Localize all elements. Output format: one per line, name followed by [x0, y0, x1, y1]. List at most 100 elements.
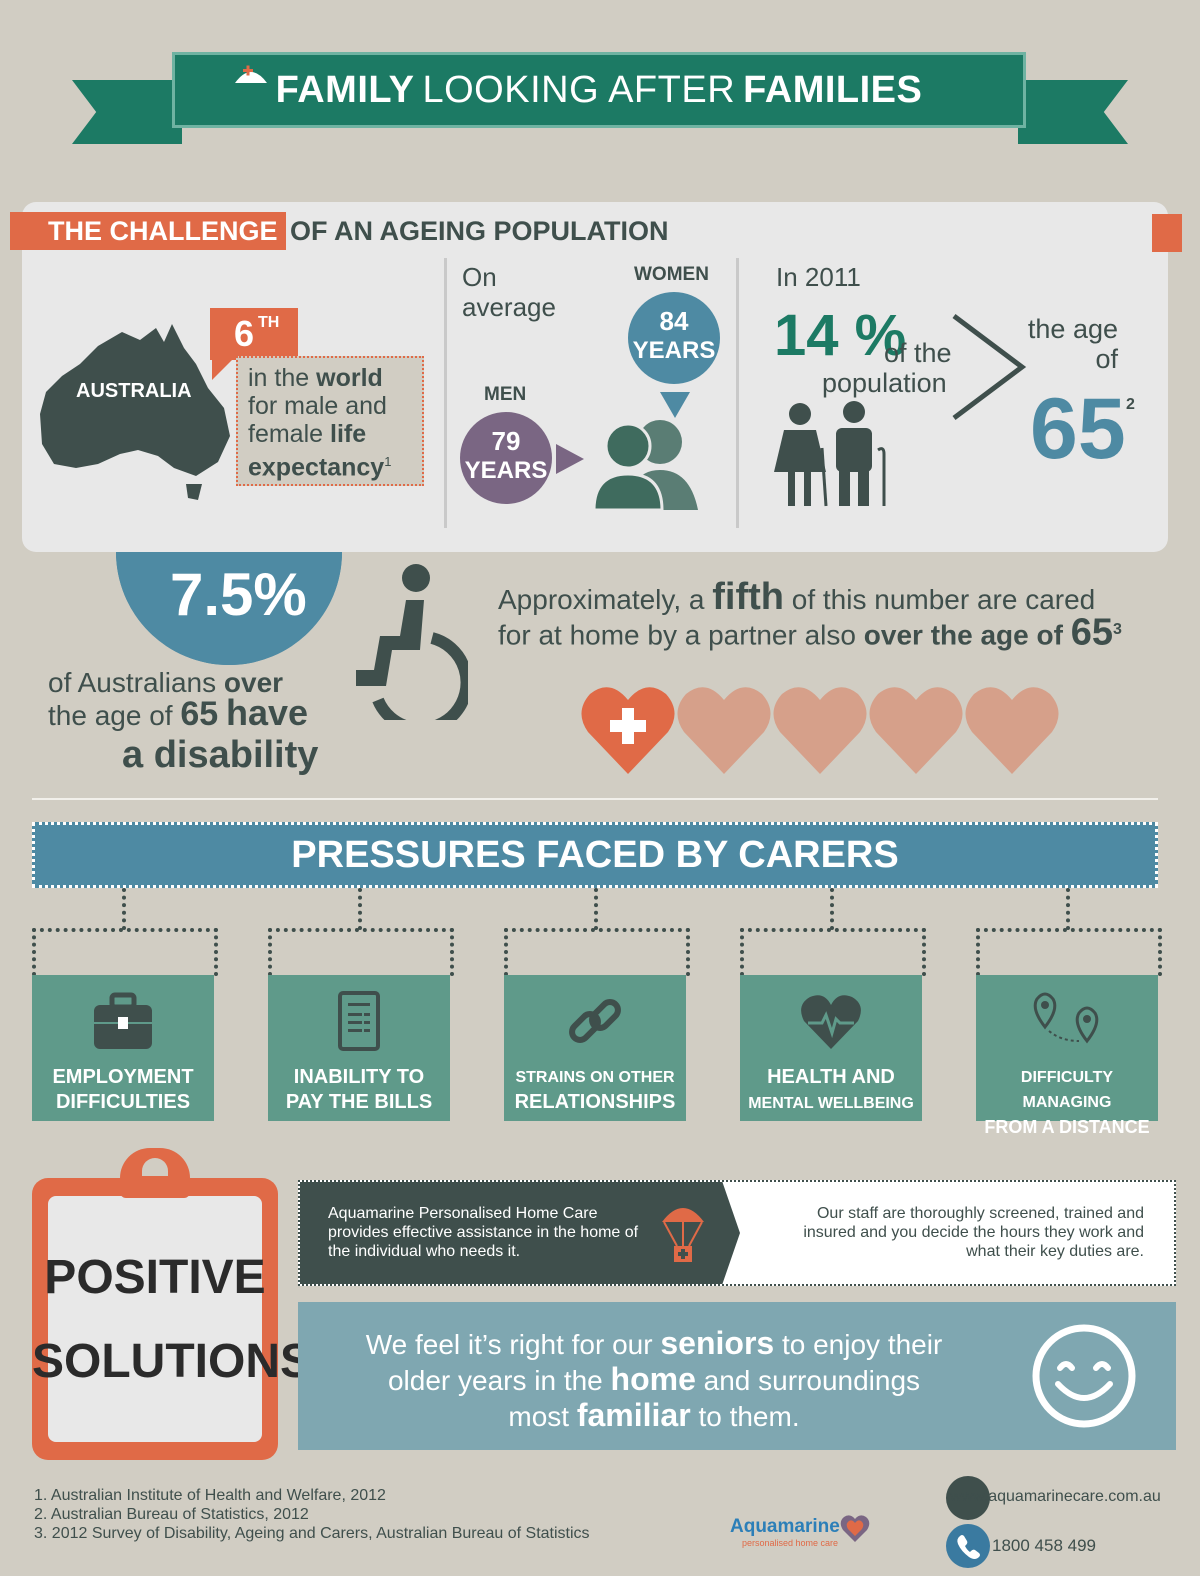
quote-text: and surroundings: [703, 1365, 921, 1396]
greater-than-icon: [952, 314, 1027, 420]
connector-line: [594, 888, 598, 930]
heart-icon: [869, 687, 963, 774]
title-part-1: FAMILY: [275, 68, 415, 111]
pressure-bracket: [32, 928, 218, 976]
disability-text-have: have: [225, 692, 309, 733]
rank-badge: 6 TH: [210, 308, 298, 360]
brand-name: Aquamarine: [730, 1516, 840, 1537]
phone-link[interactable]: 1800 458 499: [946, 1524, 1146, 1568]
quote-text: older years in the: [387, 1365, 603, 1396]
quote-text: We feel it’s right for our: [365, 1329, 653, 1360]
disability-text-line: of Australians: [48, 667, 217, 698]
banner-tail-left: [72, 80, 182, 144]
nurse-cap-icon: [235, 65, 267, 83]
pressures-title: PRESSURES FACED BY CARERS: [32, 822, 1158, 888]
pressure-label: HEALTH AND: [767, 1066, 895, 1088]
solutions-title-1: POSITIVE: [44, 1251, 266, 1304]
fifth-text-line: Approximately, a: [498, 584, 705, 615]
disability-text-line: the age of: [48, 700, 173, 731]
connector-line: [830, 888, 834, 930]
quote-text: to enjoy their: [781, 1329, 943, 1360]
page-title-banner: FAMILY LOOKING AFTER FAMILIES: [172, 52, 1026, 128]
men-label: MEN: [484, 384, 527, 405]
age-value: 65: [1030, 381, 1126, 477]
solutions-left-text: Aquamarine Personalised Home Care provid…: [328, 1205, 639, 1260]
pressure-item-bills: INABILITY TO PAY THE BILLS: [268, 975, 450, 1121]
hearts-row: [581, 687, 1059, 774]
pressure-item-distance: DIFFICULTY MANAGING FROM A DISTANCE: [976, 975, 1158, 1137]
solutions-info-box: [298, 1180, 1176, 1286]
pressure-label: MENTAL WELLBEING: [748, 1095, 914, 1112]
bill-icon: [338, 991, 380, 1051]
pressure-bracket: [740, 928, 926, 976]
quote-home: home: [610, 1361, 696, 1397]
women-age-number: 84: [659, 306, 689, 336]
pressure-label: INABILITY TO: [293, 1066, 425, 1088]
rank-text-expectancy: expectancy: [248, 453, 385, 482]
rank-text: in the: [248, 364, 310, 392]
fifth-text-line: for at home by a partner also: [498, 619, 856, 651]
rank-number: 6: [234, 313, 255, 354]
source-item: 2. Australian Bureau of Statistics, 2012: [34, 1506, 309, 1523]
challenge-flag-right: [1152, 214, 1182, 252]
population-percent: 14 %: [774, 303, 907, 368]
solutions-quote: We feel it’s right for our seniors to en…: [318, 1326, 990, 1434]
women-pointer: [660, 392, 690, 418]
pressure-item-relationships: STRAINS ON OTHER RELATIONSHIPS: [504, 975, 686, 1121]
brand-tagline: personalised home care: [742, 1538, 839, 1548]
challenge-heading-rest: OF AN AGEING POPULATION: [290, 216, 669, 246]
phone-icon-bg: [946, 1524, 990, 1568]
phone-number: 1800 458 499: [992, 1536, 1096, 1555]
on-average-line: average: [462, 292, 556, 322]
quote-seniors: seniors: [660, 1325, 775, 1361]
disability-text-3: a disability: [122, 734, 319, 776]
fifth-text-fifth: fifth: [712, 576, 784, 618]
rank-text-life: life: [330, 420, 367, 448]
connector-line: [358, 888, 362, 930]
pressure-bracket: [504, 928, 690, 976]
banner-tail-right: [1018, 80, 1128, 144]
quote-text: most: [508, 1401, 570, 1432]
rank-badge-pointer: [212, 358, 234, 380]
disability-text-over: over: [223, 667, 284, 698]
in-year-text: In 2011: [776, 262, 861, 292]
population-text-2: population: [822, 368, 947, 398]
smiley-face-icon: [1032, 1324, 1136, 1428]
parachute-icon: [662, 1208, 704, 1262]
pressure-label: DIFFICULTIES: [55, 1091, 191, 1113]
on-average-text: On average: [462, 262, 556, 322]
pressure-item-health: HEALTH AND MENTAL WELLBEING: [740, 975, 922, 1121]
population-text-1: of the: [884, 338, 952, 368]
age-text-line: of: [1095, 344, 1118, 374]
on-average-line: On: [462, 262, 497, 292]
website-url: www.aquamarinecare.com.au: [950, 1488, 1161, 1505]
fifth-text-65: 65: [1070, 611, 1113, 654]
footnote-ref: 2: [1126, 396, 1135, 413]
heart-icon: [965, 687, 1059, 774]
rank-text: female: [248, 420, 324, 448]
rank-text-world: world: [316, 364, 383, 392]
age-text: the age of: [1014, 314, 1118, 374]
age-text-line: the age: [1027, 314, 1118, 344]
wheelchair-icon: [356, 564, 468, 720]
clipboard-clip: [120, 1148, 190, 1198]
heart-icon: [581, 687, 675, 774]
fifth-text-over: over the age of: [863, 619, 1063, 651]
website-link[interactable]: www.aquamarinecare.com.au: [946, 1476, 1188, 1520]
fifth-text: Approximately, a fifth of this number ar…: [498, 578, 1168, 654]
pressure-label: STRAINS ON OTHER: [515, 1069, 675, 1086]
rank-text-box: in the world for male and female life ex…: [236, 356, 424, 486]
heart-icon: [773, 687, 867, 774]
quote-familiar: familiar: [576, 1397, 691, 1433]
men-pointer: [556, 444, 584, 474]
panel-divider: [444, 258, 447, 528]
brand-hearts-logo-icon: [840, 1515, 870, 1542]
panel-divider: [736, 258, 739, 528]
heart-icon: [677, 687, 771, 774]
connector-line: [122, 888, 126, 930]
pressure-bracket: [976, 928, 1162, 976]
men-age-number: 79: [491, 426, 521, 456]
women-label: WOMEN: [634, 264, 709, 285]
sources-list: 1. Australian Institute of Health and We…: [34, 1486, 590, 1543]
australia-map-icon: [40, 324, 230, 500]
